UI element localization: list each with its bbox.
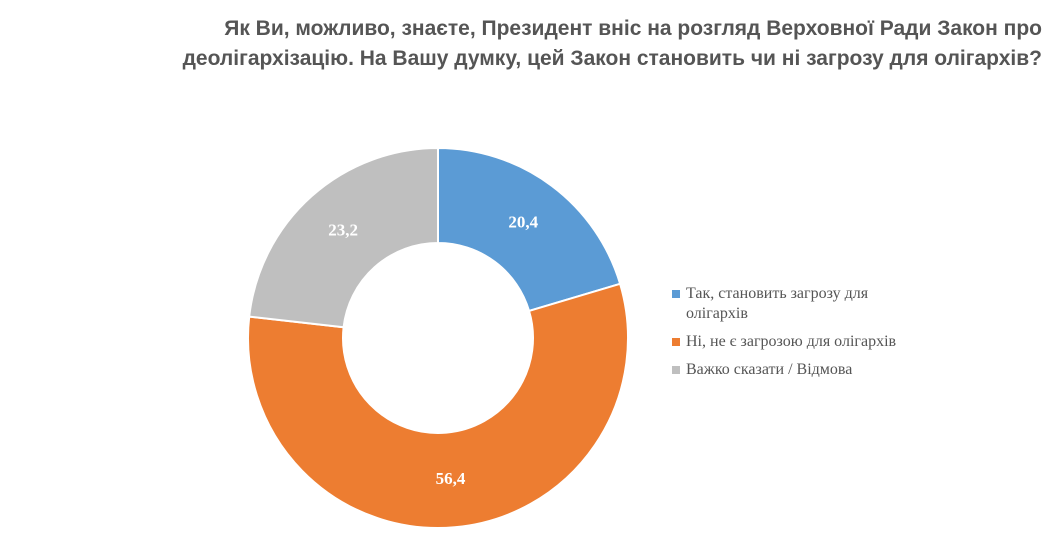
data-label: 56,4 xyxy=(436,469,466,488)
legend-swatch xyxy=(672,290,680,298)
chart-title: Як Ви, можливо, знаєте, Президент вніс н… xyxy=(183,14,1042,74)
donut-segment xyxy=(247,282,629,529)
data-label: 20,4 xyxy=(508,213,538,232)
legend-label: Ні, не є загрозою для олігархів xyxy=(686,333,897,350)
title-line: деолігархізацію. На Вашу думку, цей Зако… xyxy=(182,47,1042,70)
legend-item: Ні, не є загрозою для олігархів xyxy=(672,332,912,352)
title-line: Як Ви, можливо, знаєте, Президент вніс н… xyxy=(224,17,1042,40)
legend: Так, становить загрозу для олігархів Ні, … xyxy=(672,284,912,388)
legend-swatch xyxy=(672,338,680,346)
legend-item: Важко сказати / Відмова xyxy=(672,360,912,380)
legend-item: Так, становить загрозу для олігархів xyxy=(672,284,912,324)
legend-label: Так, становить загрозу для олігархів xyxy=(686,285,869,322)
data-label: 23,2 xyxy=(328,221,358,240)
donut-segment xyxy=(437,146,622,313)
legend-label: Важко сказати / Відмова xyxy=(686,361,853,378)
donut-segment xyxy=(248,146,439,329)
legend-swatch xyxy=(672,366,680,374)
